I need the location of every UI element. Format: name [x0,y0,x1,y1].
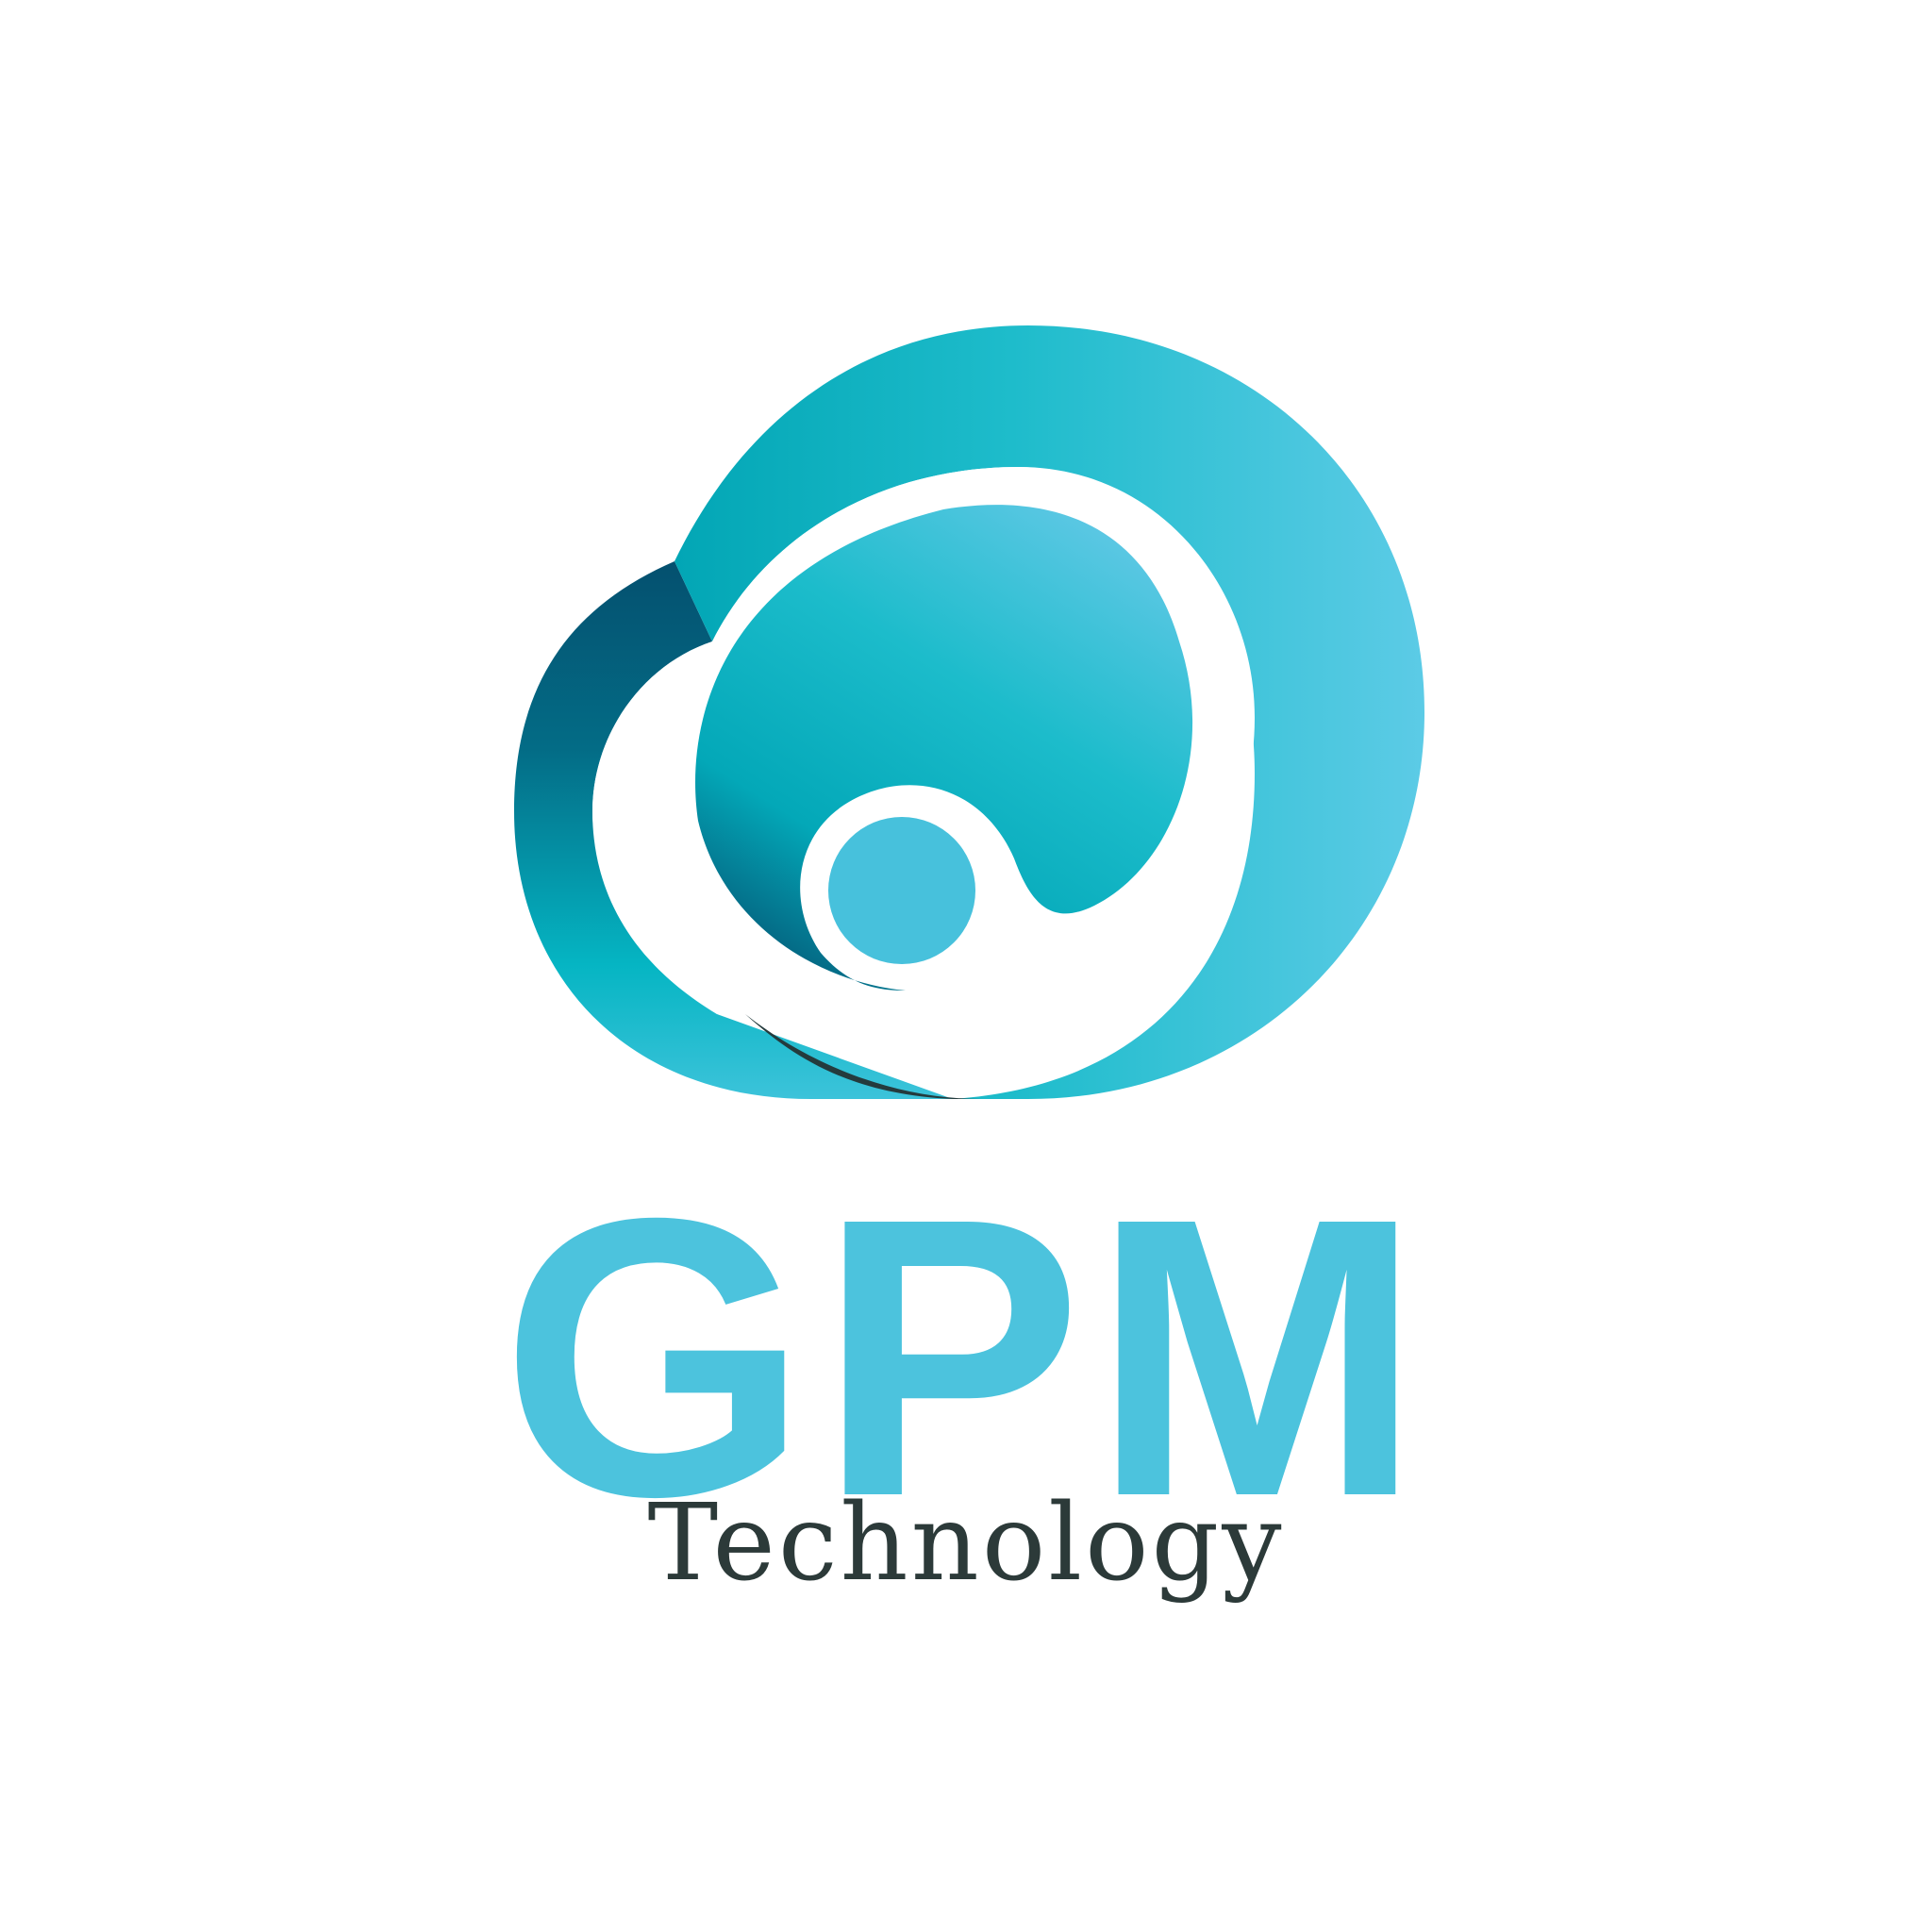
cloud-left-lobe [514,561,953,1099]
brand-wordmark: GPM [500,1137,1432,1579]
dot [828,817,975,964]
inner-shadow [745,1014,981,1099]
inner-shape [695,505,1193,991]
cloud-main-circle [675,325,1424,1099]
brand-tagline: Technology [647,1482,1285,1605]
